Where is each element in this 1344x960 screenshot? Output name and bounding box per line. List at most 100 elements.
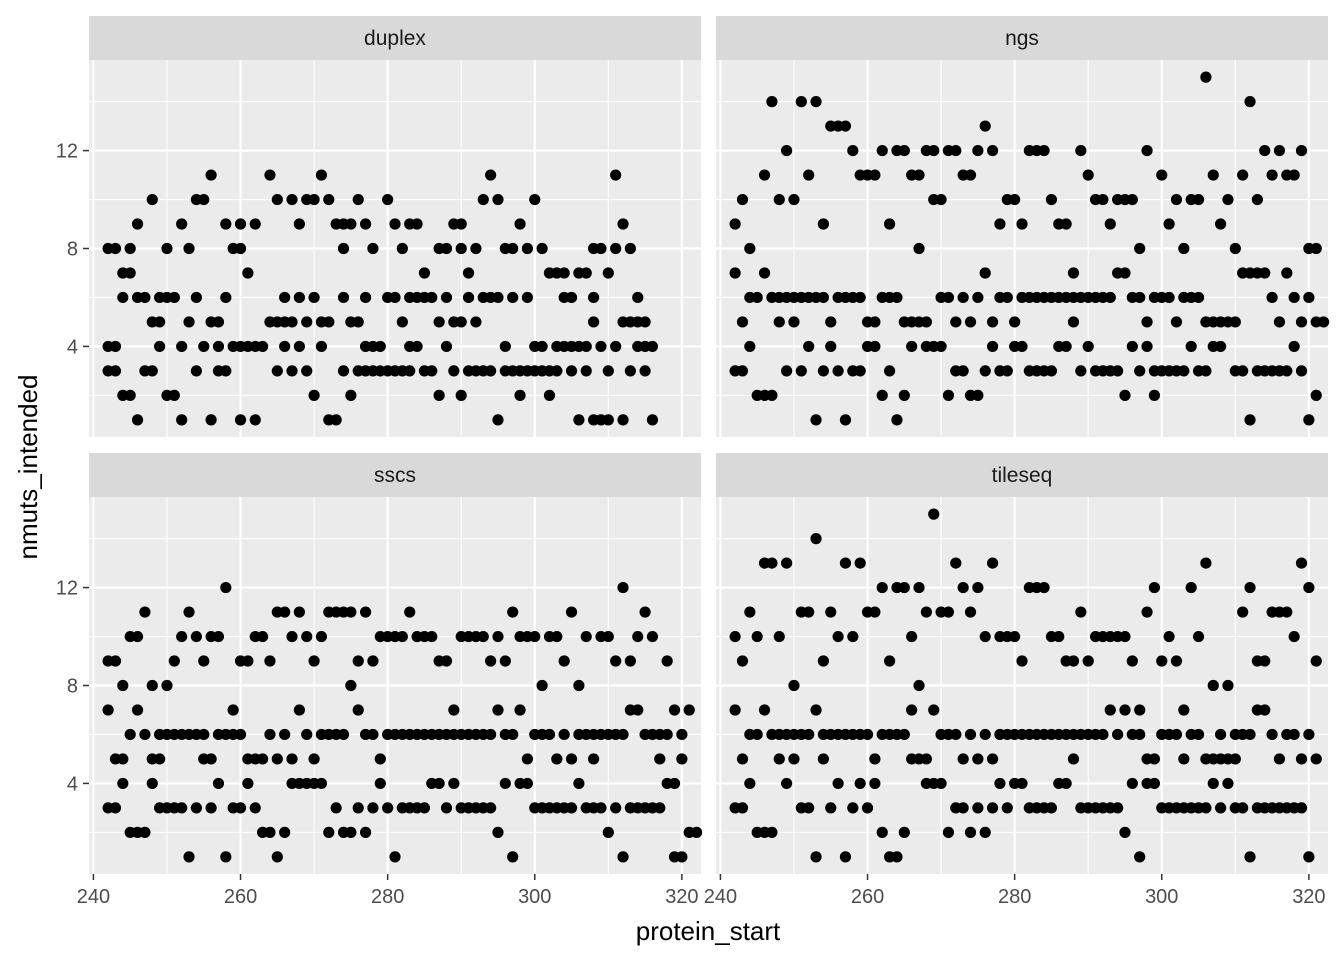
data-point bbox=[1163, 291, 1175, 304]
y-tick-label: 12 bbox=[56, 141, 78, 163]
data-point bbox=[426, 630, 438, 643]
data-point bbox=[676, 851, 688, 863]
data-point bbox=[374, 340, 386, 353]
data-point bbox=[639, 365, 651, 377]
x-tick-label: 280 bbox=[998, 886, 1031, 908]
data-point bbox=[803, 728, 815, 741]
x-tick-label: 240 bbox=[704, 886, 737, 908]
data-point bbox=[198, 193, 210, 206]
data-point bbox=[212, 340, 225, 353]
data-point bbox=[279, 728, 291, 741]
data-point bbox=[810, 414, 822, 426]
data-point bbox=[565, 753, 578, 765]
data-point bbox=[543, 389, 556, 401]
data-point bbox=[773, 630, 785, 643]
data-point bbox=[1045, 802, 1058, 814]
data-point bbox=[1082, 340, 1094, 353]
data-point bbox=[1156, 169, 1168, 181]
data-point bbox=[256, 630, 269, 643]
data-point bbox=[736, 316, 749, 328]
data-point bbox=[832, 777, 844, 790]
data-point bbox=[632, 704, 644, 716]
data-point bbox=[736, 193, 749, 206]
data-point bbox=[220, 218, 232, 230]
data-point bbox=[1141, 606, 1153, 618]
data-point bbox=[595, 340, 607, 353]
data-point bbox=[876, 389, 888, 401]
data-point bbox=[898, 389, 910, 401]
data-point bbox=[1237, 802, 1249, 814]
data-point bbox=[543, 728, 556, 741]
data-point bbox=[1134, 851, 1146, 863]
data-point bbox=[986, 316, 999, 328]
data-point bbox=[1215, 340, 1227, 353]
data-point bbox=[979, 267, 991, 279]
data-point bbox=[337, 728, 350, 741]
data-point bbox=[190, 630, 202, 643]
data-point bbox=[736, 753, 749, 765]
data-point bbox=[920, 753, 932, 765]
data-point bbox=[293, 291, 305, 304]
data-point bbox=[1112, 728, 1124, 741]
data-point bbox=[1104, 218, 1116, 230]
data-point bbox=[876, 826, 888, 838]
data-point bbox=[1075, 606, 1087, 618]
data-point bbox=[345, 218, 357, 230]
data-point bbox=[1009, 316, 1021, 328]
data-point bbox=[906, 630, 918, 643]
data-point bbox=[1170, 728, 1183, 741]
data-point bbox=[898, 826, 910, 838]
data-point bbox=[205, 414, 217, 426]
data-point bbox=[1207, 777, 1219, 790]
data-point bbox=[146, 777, 158, 790]
data-point bbox=[1244, 581, 1256, 594]
data-point bbox=[580, 340, 592, 353]
data-point bbox=[654, 802, 666, 814]
data-point bbox=[117, 291, 129, 304]
data-point bbox=[758, 169, 771, 181]
data-point bbox=[610, 655, 622, 667]
data-point bbox=[964, 826, 977, 838]
data-point bbox=[1060, 340, 1072, 353]
data-point bbox=[485, 802, 497, 814]
data-point bbox=[1104, 704, 1116, 716]
data-point bbox=[573, 679, 585, 692]
data-point bbox=[861, 728, 874, 741]
data-point bbox=[426, 365, 438, 377]
data-point bbox=[183, 316, 195, 328]
data-point bbox=[1303, 728, 1315, 741]
y-tick-label: 4 bbox=[67, 336, 78, 358]
data-point bbox=[485, 655, 497, 667]
x-tick-label: 240 bbox=[77, 886, 110, 908]
data-point bbox=[315, 340, 328, 353]
data-point bbox=[146, 679, 158, 692]
data-point bbox=[529, 193, 541, 206]
data-point bbox=[839, 120, 852, 132]
data-point bbox=[1097, 728, 1109, 741]
data-point bbox=[920, 606, 932, 618]
data-point bbox=[433, 316, 445, 328]
data-point bbox=[190, 802, 202, 814]
data-point bbox=[220, 851, 232, 863]
data-point bbox=[632, 630, 644, 643]
data-point bbox=[817, 655, 829, 667]
data-point bbox=[485, 365, 497, 377]
data-point bbox=[1259, 267, 1271, 279]
data-point bbox=[507, 606, 519, 618]
data-point bbox=[146, 193, 158, 206]
data-point bbox=[492, 291, 504, 304]
data-point bbox=[367, 802, 379, 814]
data-point bbox=[220, 365, 232, 377]
y-tick-label: 8 bbox=[67, 676, 78, 698]
data-point bbox=[1178, 242, 1190, 255]
data-point bbox=[676, 728, 688, 741]
data-point bbox=[1082, 169, 1094, 181]
data-point bbox=[521, 242, 534, 255]
data-point bbox=[492, 414, 504, 426]
data-point bbox=[256, 753, 269, 765]
data-point bbox=[1141, 316, 1153, 328]
data-point bbox=[1016, 777, 1028, 790]
data-point bbox=[950, 557, 962, 569]
data-point bbox=[286, 193, 298, 206]
data-point bbox=[1170, 655, 1183, 667]
